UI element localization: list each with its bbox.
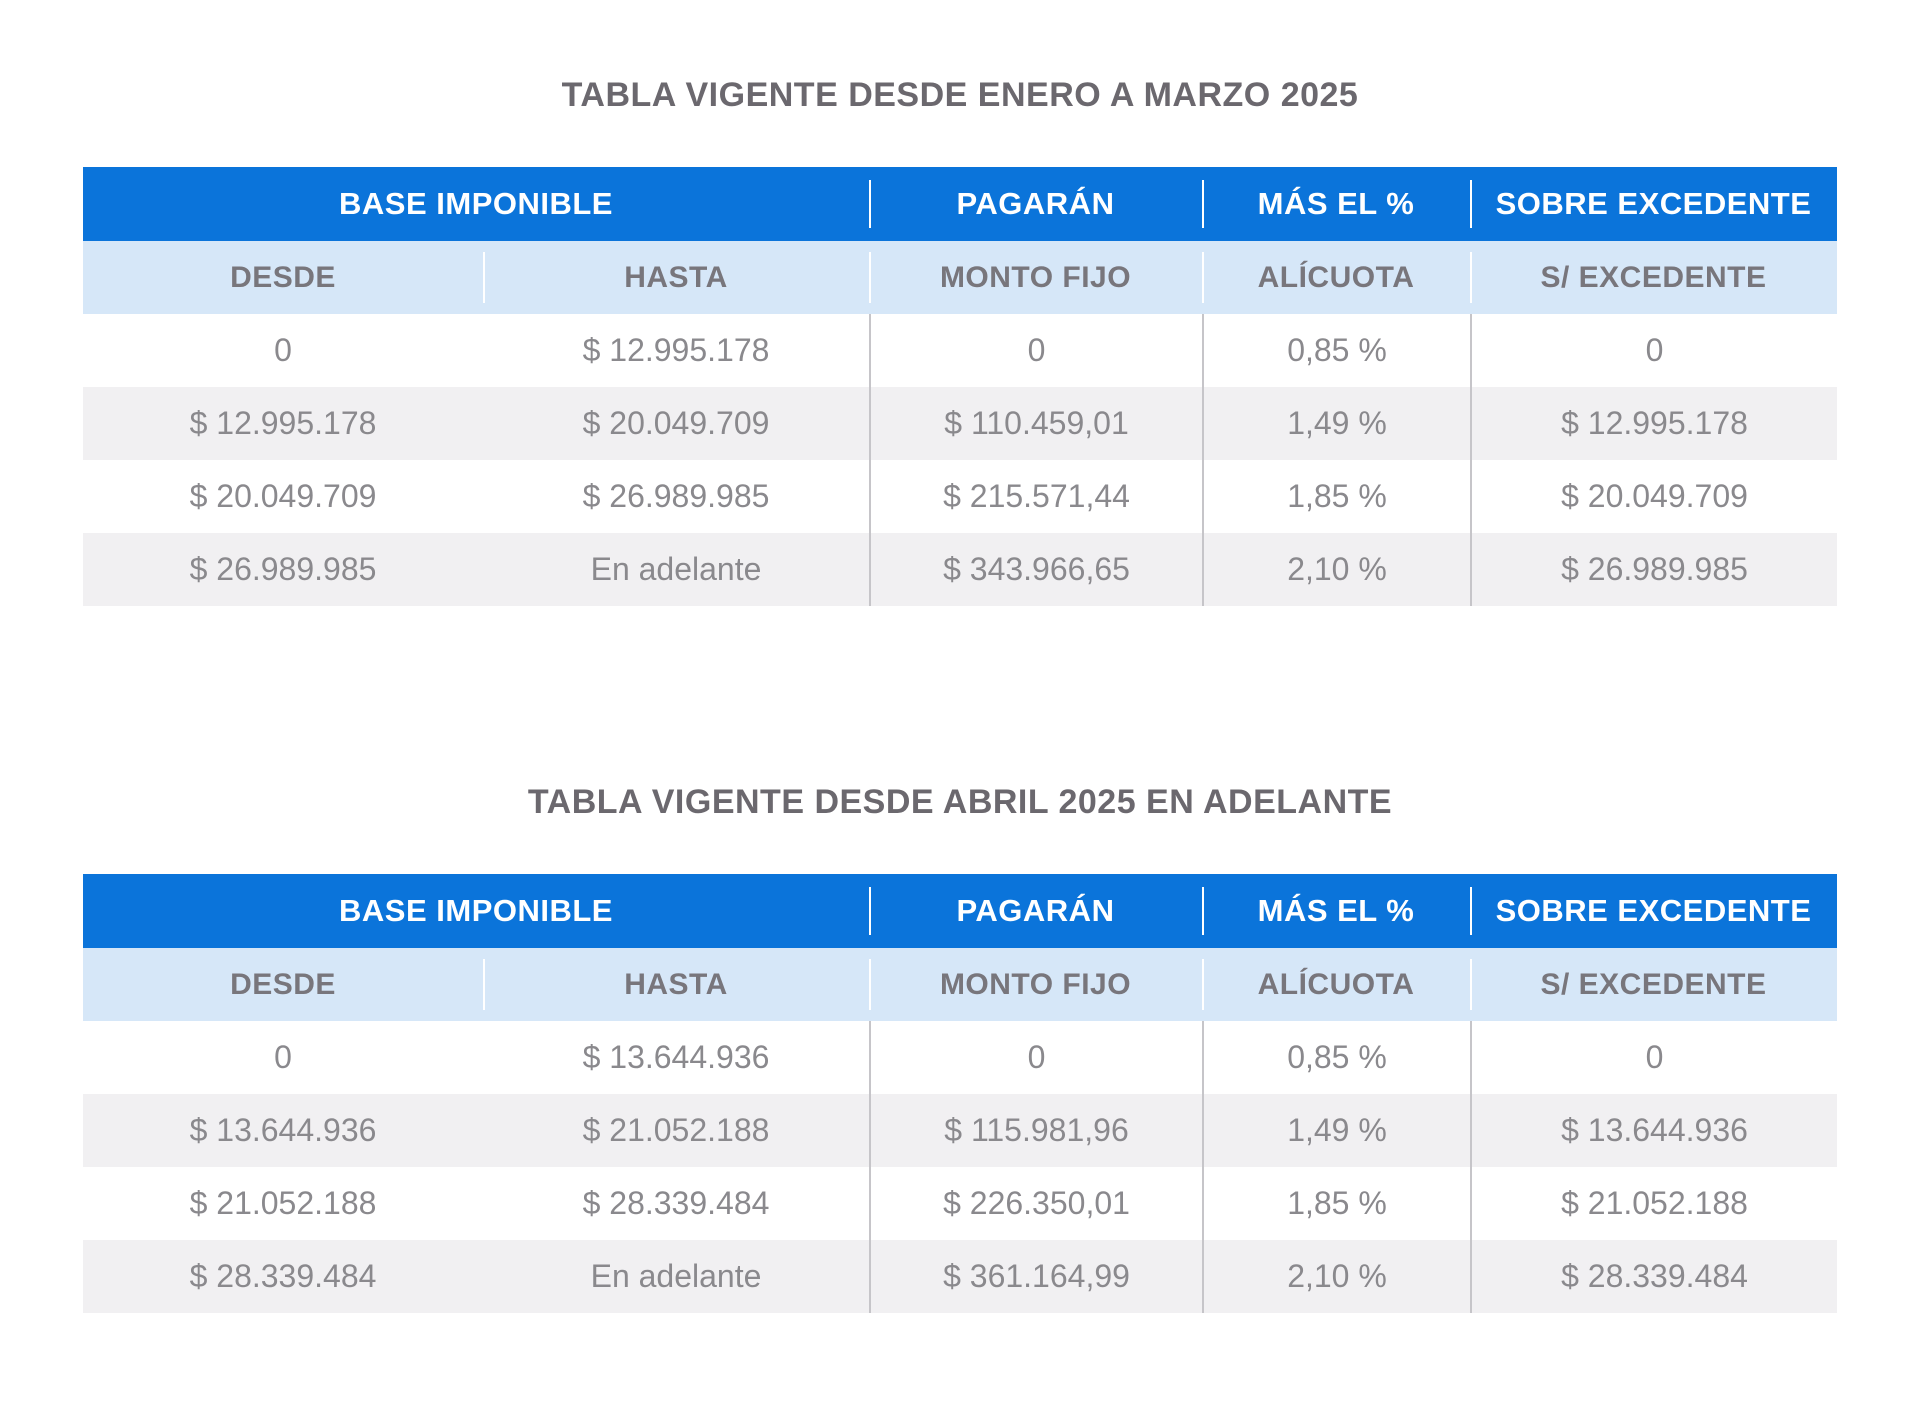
table-cell: 0: [1470, 314, 1837, 387]
table-cell: $ 26.989.985: [582, 478, 770, 514]
table-cell: $ 20.049.709: [189, 478, 377, 514]
table-cell: $ 28.339.484: [189, 1258, 377, 1294]
table-cell: $ 28.339.484: [582, 1185, 770, 1221]
table-header-row: BASE IMPONIBLE PAGARÁN MÁS EL % SOBRE EX…: [83, 167, 1837, 241]
table-enero-marzo: BASE IMPONIBLE PAGARÁN MÁS EL % SOBRE EX…: [83, 167, 1837, 606]
table-row: 0 $ 12.995.178 0 0,85 % 0: [83, 314, 1837, 387]
table-cell: $ 20.049.709: [582, 405, 770, 441]
table-cell: 1,85 %: [1202, 460, 1470, 533]
table-cell: $ 13.644.936: [1470, 1094, 1837, 1167]
header-pagaran: PAGARÁN: [869, 167, 1202, 241]
table-cell: $ 226.350,01: [869, 1167, 1202, 1240]
table-cell: $ 361.164,99: [869, 1240, 1202, 1313]
table-cell: $ 21.052.188: [582, 1112, 770, 1148]
table-cell: 1,85 %: [1202, 1167, 1470, 1240]
subheader-alicuota: ALÍCUOTA: [1202, 241, 1470, 314]
subheader-desde: DESDE: [230, 260, 336, 294]
table-cell: 1,49 %: [1202, 1094, 1470, 1167]
header-mas-el-pct: MÁS EL %: [1202, 874, 1470, 948]
subheader-alicuota: ALÍCUOTA: [1202, 948, 1470, 1021]
table-cell: $ 115.981,96: [869, 1094, 1202, 1167]
table-cell: $ 20.049.709: [1470, 460, 1837, 533]
table-cell: $ 28.339.484: [1470, 1240, 1837, 1313]
table-cell: $ 13.644.936: [582, 1039, 770, 1075]
table-row: $ 21.052.188 $ 28.339.484 $ 226.350,01 1…: [83, 1167, 1837, 1240]
table-cell: 0: [1470, 1021, 1837, 1094]
table-cell: 1,49 %: [1202, 387, 1470, 460]
table-title-enero-marzo: TABLA VIGENTE DESDE ENERO A MARZO 2025: [561, 76, 1359, 114]
subheader-hasta: HASTA: [483, 241, 869, 314]
table-header-row: BASE IMPONIBLE PAGARÁN MÁS EL % SOBRE EX…: [83, 874, 1837, 948]
table-cell: $ 110.459,01: [869, 387, 1202, 460]
subheader-s-excedente: S/ EXCEDENTE: [1470, 241, 1837, 314]
table-cell: 0: [869, 314, 1202, 387]
header-mas-el-pct: MÁS EL %: [1202, 167, 1470, 241]
subheader-monto-fijo: MONTO FIJO: [869, 948, 1202, 1021]
table-cell: 0,85 %: [1202, 1021, 1470, 1094]
header-base-imponible: BASE IMPONIBLE: [339, 186, 613, 221]
subheader-hasta: HASTA: [483, 948, 869, 1021]
table-abril-adelante: BASE IMPONIBLE PAGARÁN MÁS EL % SOBRE EX…: [83, 874, 1837, 1313]
table-subheader-row: DESDE HASTA MONTO FIJO ALÍCUOTA S/ EXCED…: [83, 241, 1837, 314]
table-cell: $ 12.995.178: [1470, 387, 1837, 460]
table-cell: $ 12.995.178: [189, 405, 377, 441]
table-cell: 0: [274, 332, 292, 368]
header-sobre-excedente: SOBRE EXCEDENTE: [1470, 167, 1837, 241]
table-cell: $ 21.052.188: [189, 1185, 377, 1221]
table-row: $ 28.339.484 En adelante $ 361.164,99 2,…: [83, 1240, 1837, 1313]
table-row: 0 $ 13.644.936 0 0,85 % 0: [83, 1021, 1837, 1094]
subheader-s-excedente: S/ EXCEDENTE: [1470, 948, 1837, 1021]
table-row: $ 12.995.178 $ 20.049.709 $ 110.459,01 1…: [83, 387, 1837, 460]
table-cell: $ 26.989.985: [1470, 533, 1837, 606]
table-row: $ 20.049.709 $ 26.989.985 $ 215.571,44 1…: [83, 460, 1837, 533]
table-row: $ 13.644.936 $ 21.052.188 $ 115.981,96 1…: [83, 1094, 1837, 1167]
table-cell: $ 215.571,44: [869, 460, 1202, 533]
table-cell: $ 13.644.936: [189, 1112, 377, 1148]
table-cell: 2,10 %: [1202, 533, 1470, 606]
table-cell: $ 21.052.188: [1470, 1167, 1837, 1240]
table-cell: En adelante: [590, 551, 762, 587]
subheader-desde: DESDE: [230, 967, 336, 1001]
table-cell: 0,85 %: [1202, 314, 1470, 387]
header-pagaran: PAGARÁN: [869, 874, 1202, 948]
header-sobre-excedente: SOBRE EXCEDENTE: [1470, 874, 1837, 948]
table-cell: 0: [869, 1021, 1202, 1094]
table-cell: $ 343.966,65: [869, 533, 1202, 606]
table-title-abril-adelante: TABLA VIGENTE DESDE ABRIL 2025 EN ADELAN…: [527, 783, 1393, 821]
subheader-monto-fijo: MONTO FIJO: [869, 241, 1202, 314]
table-subheader-row: DESDE HASTA MONTO FIJO ALÍCUOTA S/ EXCED…: [83, 948, 1837, 1021]
table-cell: En adelante: [590, 1258, 762, 1294]
table-cell: $ 26.989.985: [189, 551, 377, 587]
header-base-imponible: BASE IMPONIBLE: [339, 893, 613, 928]
table-cell: 2,10 %: [1202, 1240, 1470, 1313]
table-cell: 0: [274, 1039, 292, 1075]
table-row: $ 26.989.985 En adelante $ 343.966,65 2,…: [83, 533, 1837, 606]
table-cell: $ 12.995.178: [582, 332, 770, 368]
